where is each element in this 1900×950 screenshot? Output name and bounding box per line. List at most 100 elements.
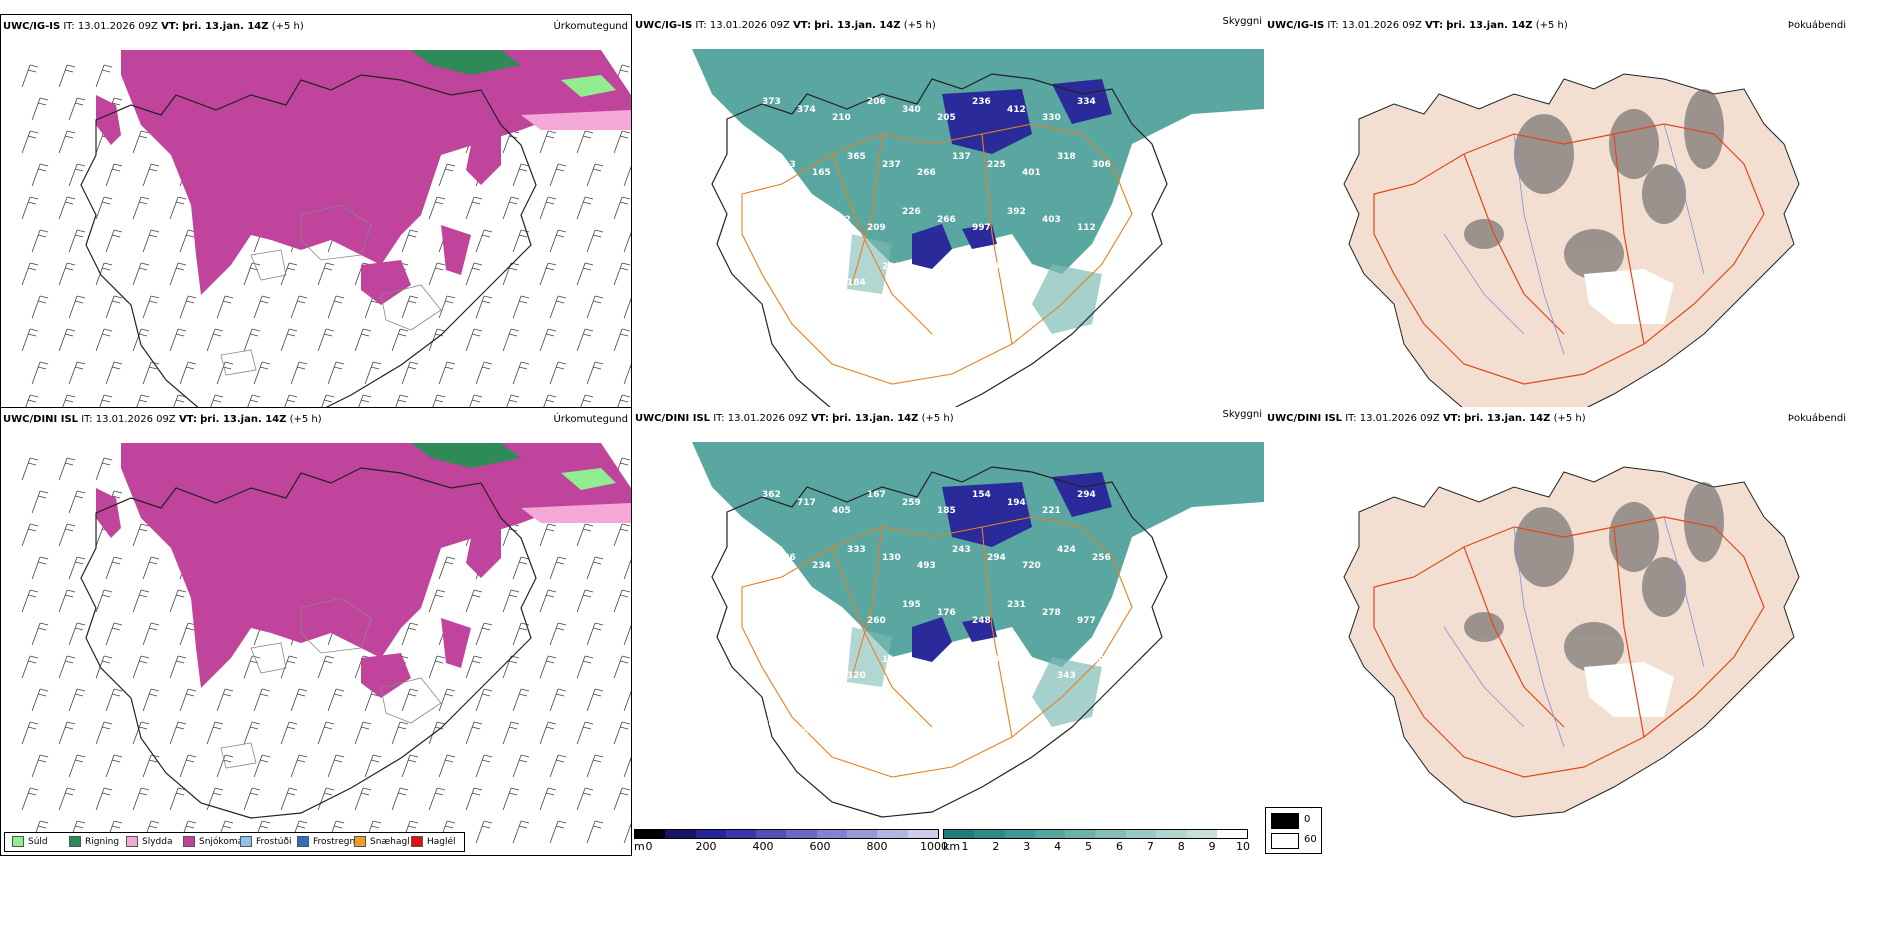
wind-barb xyxy=(502,328,520,352)
wind-barb xyxy=(21,196,39,220)
wind-barb xyxy=(253,688,271,712)
wind-barb xyxy=(576,523,594,547)
wind-barb xyxy=(539,787,557,811)
ceiling-value: 210 xyxy=(832,113,851,123)
wind-barb xyxy=(512,361,530,385)
ceiling-value: 343 xyxy=(1057,671,1076,681)
wind-barb xyxy=(623,756,631,778)
road-network xyxy=(741,123,1133,385)
ceiling-value: 100 xyxy=(777,262,796,272)
wind-barb xyxy=(512,229,530,253)
colorbar-tick: 7 xyxy=(1146,840,1154,853)
wind-barb xyxy=(586,229,604,253)
ceiling-value: 259 xyxy=(902,498,921,508)
wind-barb xyxy=(502,787,520,811)
ceiling-value: 901 xyxy=(762,616,781,626)
rain-area xyxy=(411,443,521,468)
wind-barb xyxy=(438,754,456,778)
wind-barb xyxy=(243,721,261,745)
sleet-area xyxy=(521,503,631,523)
wind-barb xyxy=(243,328,261,352)
ceiling-value: 234 xyxy=(812,561,831,571)
fog-legend-label: 60 xyxy=(1304,834,1317,845)
wind-barb xyxy=(401,622,419,646)
wind-barb xyxy=(243,655,261,679)
wind-barb xyxy=(280,328,298,352)
wind-barb xyxy=(206,787,224,811)
panel-name-precip: Úrkomutegund xyxy=(553,21,628,32)
wind-barb xyxy=(95,721,113,745)
wind-barb xyxy=(438,688,456,712)
wind-barb xyxy=(549,754,567,778)
wind-barb xyxy=(475,754,493,778)
wind-barb xyxy=(465,655,483,679)
wind-barb xyxy=(179,622,197,646)
sleet-area xyxy=(521,110,631,130)
legend-label: Rigning xyxy=(85,836,120,847)
wind-barb xyxy=(586,820,604,844)
wind-barb xyxy=(132,523,150,547)
ceiling-value: 977 xyxy=(1077,616,1096,626)
wind-barb xyxy=(549,229,567,253)
wind-barb xyxy=(68,361,86,385)
wind-barb xyxy=(169,328,187,352)
ceiling-value: 231 xyxy=(1007,600,1026,610)
wind-barb xyxy=(623,690,631,712)
colorbar-cell xyxy=(786,830,817,838)
wind-barb xyxy=(465,721,483,745)
wind-barb xyxy=(31,556,49,580)
ceiling-value: 194 xyxy=(1007,498,1026,508)
wind-barb xyxy=(68,229,86,253)
wind-barb xyxy=(465,196,483,220)
wind-barb xyxy=(142,295,160,319)
ceiling-value: 207 xyxy=(777,655,796,665)
low-visibility-area xyxy=(847,627,892,687)
colorbar-cell xyxy=(877,830,908,838)
wind-barb xyxy=(169,721,187,745)
ceiling-value: 130 xyxy=(882,553,901,563)
ceiling-value: 313 xyxy=(797,600,816,610)
wind-barb xyxy=(539,655,557,679)
clear-area xyxy=(1584,269,1674,324)
wind-barb xyxy=(243,262,261,286)
visibility-colorbar: km 1 2 3 4 5 6 7 8 9 10 xyxy=(943,829,1250,855)
wind-barb xyxy=(502,655,520,679)
colorbar-tick: 9 xyxy=(1208,840,1216,853)
wind-barb xyxy=(586,361,604,385)
wind-barb xyxy=(576,721,594,745)
wind-barb xyxy=(438,556,456,580)
ceiling-value: 717 xyxy=(797,498,816,508)
wind-barb xyxy=(623,558,631,580)
wind-barb xyxy=(549,688,567,712)
ceiling-value: 112 xyxy=(1077,223,1096,233)
wind-barb xyxy=(290,754,308,778)
precip-type-legend: Súld Rigning Slydda Snjókoma Frostúði Frostre… xyxy=(4,832,465,852)
colorbar-cell xyxy=(1216,830,1247,838)
legend-label: Súld xyxy=(28,836,48,847)
ceiling-value: 362 xyxy=(762,490,781,500)
wind-barb xyxy=(576,589,594,613)
precip-map xyxy=(21,50,631,451)
wind-barb xyxy=(465,262,483,286)
ceiling-value: 266 xyxy=(937,215,956,225)
panel-title: UWC/DINI ISL IT: 13.01.2026 09Z VT: þri.… xyxy=(1267,413,1586,424)
wind-barb xyxy=(142,754,160,778)
wind-barb xyxy=(95,589,113,613)
colorbar-cell xyxy=(695,830,726,838)
ceiling-value: 206 xyxy=(867,97,886,107)
wind-barb xyxy=(58,523,76,547)
wind-barb xyxy=(290,295,308,319)
wind-barb xyxy=(317,655,335,679)
legend-swatch xyxy=(411,836,423,847)
wind-barb xyxy=(623,822,631,844)
wind-barb xyxy=(465,328,483,352)
wind-barb xyxy=(21,130,39,154)
wind-barb xyxy=(169,262,187,286)
wind-barb xyxy=(512,820,530,844)
ceiling-value: 260 xyxy=(867,616,886,626)
wind-barb xyxy=(317,787,335,811)
wind-barb xyxy=(132,262,150,286)
colorbar-tick: 2 xyxy=(992,840,1000,853)
ceiling-value: 278 xyxy=(1042,608,1061,618)
wind-barb xyxy=(31,490,49,514)
